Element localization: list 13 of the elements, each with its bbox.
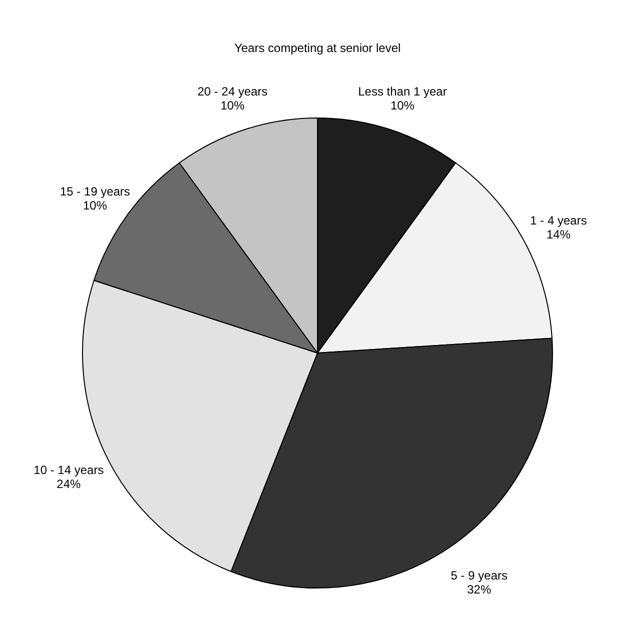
- data-label: 24%: [56, 477, 82, 492]
- slice-label: 1 - 4 years: [530, 214, 587, 228]
- chart-title: Years competing at senior level: [234, 41, 401, 55]
- data-label: 14%: [546, 228, 571, 242]
- data-label: 32%: [467, 582, 492, 596]
- slice-label: 15 - 19 years: [60, 184, 130, 198]
- slice-label: 5 - 9 years: [450, 568, 508, 582]
- data-label: 10%: [390, 98, 415, 112]
- slice-label: 20 - 24 years: [197, 84, 268, 98]
- slice-label: Less than 1 year: [358, 84, 447, 98]
- data-label: 10%: [220, 98, 245, 112]
- slice-label: 10 - 14 years: [34, 463, 104, 478]
- data-label: 10%: [83, 198, 108, 212]
